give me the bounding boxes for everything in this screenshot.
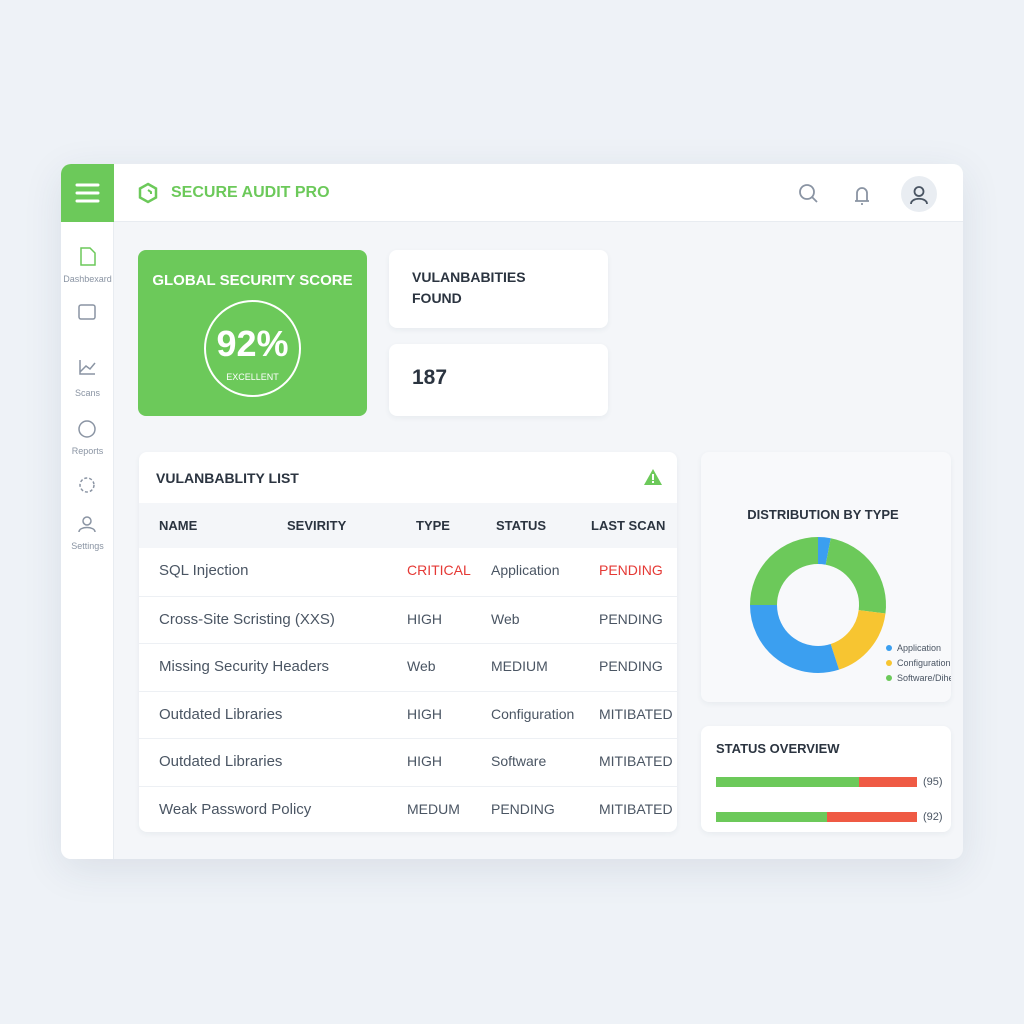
menu-button[interactable] — [61, 164, 114, 222]
table-row: Missing Security Headers Web MEDIUM PENDING — [139, 643, 677, 691]
status-bar-segment — [716, 812, 827, 822]
vulnerability-name: SQL Injection — [159, 562, 249, 579]
status-card: STATUS OVERVIEW (95) (92) — [701, 726, 951, 832]
status-title: STATUS OVERVIEW — [716, 741, 840, 756]
score-title: GLOBAL SECURITY SCORE — [152, 272, 353, 289]
top-icons — [799, 176, 937, 212]
table-cell: Application — [491, 562, 560, 578]
column-header: STATUS — [496, 518, 547, 533]
distribution-card: DISTRIBUTION BY TYPE Application Configur… — [701, 452, 951, 702]
table-row: Cross-Site Scristing (XXS) HIGH Web PENDING — [139, 595, 677, 644]
table-cell: MEDIUM — [491, 658, 548, 674]
vulnerability-table: VULANBABLITY LIST NAME SEVIRITY TYPE STATUS… — [139, 452, 677, 832]
column-header-row — [139, 503, 677, 548]
table-cell: PENDING — [599, 562, 663, 578]
score-ring — [204, 300, 301, 397]
menu-icon — [75, 183, 100, 203]
vulnerability-name: Cross-Site Scristing (XXS) — [159, 610, 335, 628]
donut-segment — [830, 609, 886, 670]
status-bar-label: (92) — [923, 811, 943, 823]
legend-label: Software/Diher — [897, 673, 951, 683]
sidebar-label: Settings — [71, 541, 104, 551]
table-cell: HIGH — [407, 610, 442, 627]
table-cell: HIGH — [407, 753, 442, 769]
score-rating: EXCELLENT — [226, 372, 279, 382]
found-count-card: 187 — [389, 344, 608, 416]
vulnerability-name: Outdated Libraries — [159, 753, 283, 770]
avatar[interactable] — [901, 176, 937, 212]
table-cell: CRITICAL — [407, 562, 471, 578]
scans-icon[interactable] — [79, 360, 96, 375]
status-bar-label: (95) — [923, 776, 943, 788]
legend-swatch — [886, 660, 892, 666]
user-icon[interactable] — [78, 516, 96, 533]
table-cell: Web — [491, 610, 520, 627]
vulnerability-name: Weak Password Policy — [159, 800, 312, 818]
distribution-title: DISTRIBUTION BY TYPE — [747, 507, 899, 522]
table-title: VULANBABLITY LIST — [156, 470, 299, 486]
table-cell: PENDING — [491, 800, 555, 817]
status-bar-segment — [858, 777, 917, 787]
settings-icon[interactable] — [79, 477, 95, 493]
app-window: Dashbexard Scans Reports Settings SECURE AU… — [61, 164, 963, 859]
donut-segment — [825, 538, 886, 614]
app-title: SECURE AUDIT PRO — [171, 184, 330, 201]
table-cell: MEDUM — [407, 800, 460, 817]
found-count: 187 — [412, 366, 448, 389]
sidebar: Dashbexard Scans Reports Settings — [61, 222, 114, 859]
found-label: VULANBABITIES FOUND — [412, 269, 526, 306]
sidebar-label: Scans — [74, 388, 100, 398]
table-cell: Software — [491, 753, 547, 769]
column-header: NAME — [159, 518, 198, 533]
column-header: TYPE — [416, 518, 450, 533]
legend-swatch — [886, 645, 892, 651]
donut-segment — [750, 604, 840, 673]
table-row: Outdated Libraries HIGH Configuration MITIB… — [139, 690, 677, 739]
column-header: SEVIRITY — [287, 518, 347, 533]
legend-swatch — [886, 675, 892, 681]
table-cell: PENDING — [599, 610, 663, 627]
legend-label: Configuration — [897, 658, 951, 668]
vulnerability-name: Outdated Libraries — [159, 705, 283, 723]
table-row: SQL Injection CRITICAL Application PENDING — [139, 548, 677, 596]
search-icon[interactable] — [799, 184, 818, 203]
vulnerability-name: Missing Security Headers — [159, 658, 330, 675]
found-label-card: VULANBABITIES FOUND — [389, 250, 608, 328]
column-header: LAST SCAN — [591, 518, 666, 533]
tasks-icon[interactable] — [78, 304, 96, 320]
top-bar — [61, 164, 963, 222]
sidebar-label: Reports — [71, 446, 104, 456]
table-cell: Web — [407, 658, 436, 674]
table-cell: MITIBATED — [599, 753, 673, 769]
dashboard-icon[interactable] — [80, 247, 96, 266]
table-cell: PENDING — [599, 658, 663, 674]
status-bar-segment — [826, 812, 917, 822]
score-value: 92% — [216, 323, 289, 364]
table-row: Outdated Libraries HIGH Software MITIBATED — [139, 738, 677, 786]
donut-segment — [817, 537, 831, 565]
sidebar-icons — [78, 247, 96, 533]
table-cell: MITIBATED — [599, 800, 673, 817]
score-card: GLOBAL SECURITY SCORE 92% EXCELLENT — [138, 250, 367, 416]
legend-label: Application — [897, 643, 941, 653]
table-cell: MITIBATED — [599, 705, 673, 722]
table-cell: HIGH — [407, 705, 442, 722]
donut-chart: Application Configuration Software/Diher — [750, 537, 951, 683]
bell-icon[interactable] — [855, 187, 869, 205]
donut-segment — [750, 537, 819, 606]
table-cell: Configuration — [491, 705, 575, 722]
sidebar-label: Dashbexard — [63, 274, 112, 284]
table-row: Weak Password Policy MEDUM PENDING MITIBATE… — [139, 785, 677, 833]
warning-icon — [644, 469, 662, 485]
reports-icon[interactable] — [78, 420, 96, 438]
logo-icon — [138, 182, 158, 204]
status-bar-segment — [716, 777, 859, 787]
